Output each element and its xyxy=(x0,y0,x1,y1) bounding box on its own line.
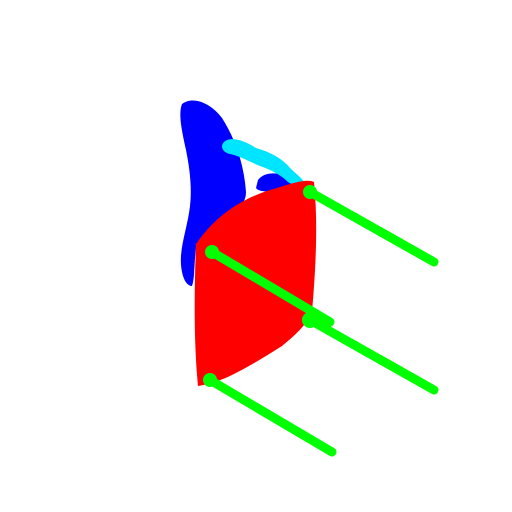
chair-leg-front-right xyxy=(305,315,439,395)
chair-seat xyxy=(194,180,317,386)
chair-leg-joint-4 xyxy=(203,373,217,387)
chair-leg-joint-1 xyxy=(303,185,317,199)
chair-leg-joint-3 xyxy=(302,312,318,328)
chair-leg-back-left xyxy=(207,247,335,327)
chair-legs xyxy=(203,185,439,457)
chair-leg-front-left xyxy=(205,375,337,457)
chair-leg-back-right xyxy=(305,187,439,267)
chair-arm xyxy=(222,139,304,185)
chair-leg-joint-2 xyxy=(205,245,219,259)
